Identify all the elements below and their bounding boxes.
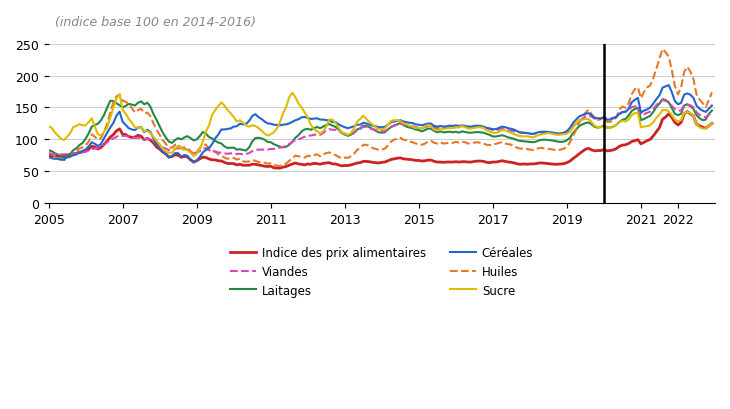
Sucre xyxy=(288,91,296,96)
Indice des prix alimentaires xyxy=(430,160,439,164)
Sucre xyxy=(612,123,620,128)
Laitages xyxy=(423,127,432,132)
Céréales xyxy=(707,104,716,109)
Indice des prix alimentaires xyxy=(609,148,618,153)
Céréales xyxy=(214,133,223,138)
Sucre xyxy=(433,129,442,134)
Legend: Indice des prix alimentaires, Viandes, Laitages, Céréales, Huiles, Sucre: Indice des prix alimentaires, Viandes, L… xyxy=(226,241,538,301)
Céréales xyxy=(196,155,204,160)
Indice des prix alimentaires xyxy=(192,159,201,164)
Céréales xyxy=(45,155,53,160)
Line: Huiles: Huiles xyxy=(49,50,712,166)
Céréales xyxy=(430,124,439,129)
Line: Sucre: Sucre xyxy=(49,94,712,157)
Laitages xyxy=(45,148,53,153)
Céréales xyxy=(423,121,432,126)
Huiles xyxy=(658,47,667,52)
Laitages xyxy=(707,109,716,114)
Huiles xyxy=(192,150,201,155)
Laitages xyxy=(214,141,223,146)
Céréales xyxy=(189,160,198,165)
Laitages xyxy=(430,129,439,134)
Viandes xyxy=(658,99,667,103)
Sucre xyxy=(214,104,223,109)
Indice des prix alimentaires xyxy=(45,154,53,159)
Sucre xyxy=(559,133,568,137)
Viandes xyxy=(53,153,62,157)
Indice des prix alimentaires xyxy=(683,110,691,115)
Huiles xyxy=(272,164,281,169)
Huiles xyxy=(45,151,53,155)
Céréales xyxy=(556,132,565,137)
Huiles xyxy=(423,140,432,145)
Viandes xyxy=(423,124,432,129)
Laitages xyxy=(196,135,204,139)
Sucre xyxy=(196,147,204,152)
Viandes xyxy=(430,126,439,131)
Indice des prix alimentaires xyxy=(423,158,432,163)
Viandes xyxy=(609,116,618,121)
Viandes xyxy=(214,151,223,155)
Indice des prix alimentaires xyxy=(707,121,716,126)
Laitages xyxy=(609,125,618,130)
Sucre xyxy=(45,124,53,129)
Sucre xyxy=(707,121,716,126)
Indice des prix alimentaires xyxy=(211,158,220,163)
Céréales xyxy=(609,117,618,121)
Huiles xyxy=(707,91,716,96)
Sucre xyxy=(427,125,436,130)
Viandes xyxy=(196,149,204,154)
Huiles xyxy=(609,119,618,124)
Viandes xyxy=(707,111,716,116)
Sucre xyxy=(189,154,198,159)
Indice des prix alimentaires xyxy=(272,166,281,171)
Viandes xyxy=(45,152,53,157)
Laitages xyxy=(556,140,565,145)
Line: Indice des prix alimentaires: Indice des prix alimentaires xyxy=(49,112,712,169)
Line: Céréales: Céréales xyxy=(49,86,712,163)
Laitages xyxy=(60,156,69,161)
Huiles xyxy=(430,141,439,146)
Céréales xyxy=(664,83,673,88)
Line: Laitages: Laitages xyxy=(49,100,712,158)
Indice des prix alimentaires xyxy=(556,162,565,167)
Text: (indice base 100 en 2014-2016): (indice base 100 en 2014-2016) xyxy=(55,16,255,29)
Line: Viandes: Viandes xyxy=(49,101,712,155)
Laitages xyxy=(658,97,667,102)
Huiles xyxy=(211,150,220,155)
Huiles xyxy=(556,148,565,153)
Viandes xyxy=(556,132,565,137)
